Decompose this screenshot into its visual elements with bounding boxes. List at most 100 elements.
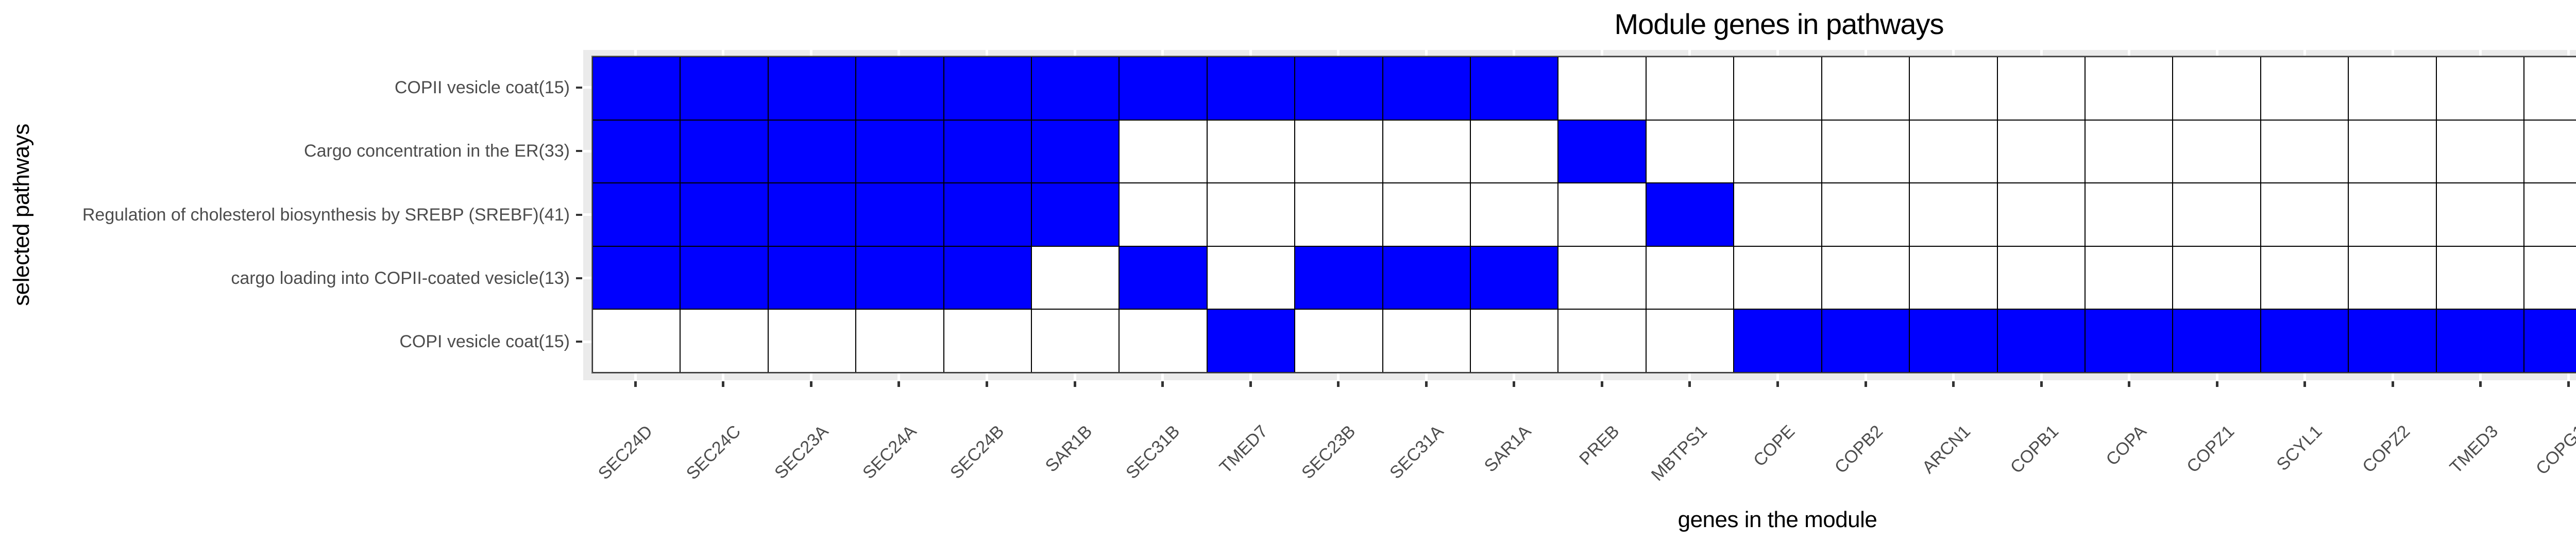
x-axis-label: SEC23A <box>771 421 833 483</box>
gridline-stub <box>1249 50 1252 56</box>
heatmap-cell <box>1031 57 1120 120</box>
heatmap-cell <box>2348 309 2436 373</box>
gridline-stub <box>1952 50 1955 56</box>
x-axis-tick <box>1161 381 1164 387</box>
heatmap-cell <box>2260 120 2349 183</box>
heatmap-cell <box>1997 183 2085 246</box>
heatmap-cell <box>1470 309 1558 373</box>
heatmap-cell <box>768 120 856 183</box>
gridline-stub <box>722 50 725 56</box>
x-axis-tick <box>2040 381 2043 387</box>
heatmap-cell <box>1295 120 1383 183</box>
heatmap-cell <box>1646 183 1734 246</box>
heatmap-cell <box>1382 120 1471 183</box>
heatmap-cell <box>856 120 944 183</box>
heatmap-cell <box>943 309 1032 373</box>
heatmap-cell <box>1909 120 1997 183</box>
x-axis-label: TMED7 <box>1215 421 1272 478</box>
gridline-stub <box>1688 50 1691 56</box>
gridline-stub <box>583 149 591 153</box>
heatmap-cell <box>1997 120 2085 183</box>
heatmap-cell <box>1207 309 1295 373</box>
heatmap-cell <box>2084 57 2173 120</box>
gridline-stub <box>634 374 637 380</box>
y-axis-tick <box>576 86 582 89</box>
y-axis-tick <box>576 341 582 343</box>
heatmap-cell <box>2348 57 2436 120</box>
heatmap-cell <box>1207 183 1295 246</box>
gridline-stub <box>2479 374 2482 380</box>
heatmap-cell <box>943 120 1032 183</box>
heatmap-cell <box>1295 309 1383 373</box>
heatmap-cell <box>1382 183 1471 246</box>
heatmap-cell <box>1119 309 1207 373</box>
x-axis-label: TMED3 <box>2446 421 2502 478</box>
heatmap-cell <box>1470 57 1558 120</box>
heatmap-cell <box>2173 183 2261 246</box>
gridline-stub <box>2391 50 2394 56</box>
gridline-stub <box>1513 50 1516 56</box>
heatmap-cell <box>1558 120 1646 183</box>
x-axis-label: SEC24D <box>594 421 657 484</box>
heatmap-cell <box>2348 120 2436 183</box>
heatmap-cell <box>1997 246 2085 310</box>
gridline-stub <box>1688 374 1691 380</box>
heatmap-cell <box>592 120 681 183</box>
heatmap-cell <box>2523 309 2576 373</box>
gridline-stub <box>634 50 637 56</box>
x-axis-tick <box>986 381 988 387</box>
x-axis-label: SEC24B <box>946 421 1008 483</box>
x-axis-label: COPE <box>1750 421 1799 471</box>
gridline-stub <box>1600 374 1603 380</box>
gridline-stub <box>1161 374 1164 380</box>
heatmap-cell <box>1295 183 1383 246</box>
gridline-stub <box>1337 374 1340 380</box>
heatmap-cell <box>1558 246 1646 310</box>
heatmap-cell <box>592 183 681 246</box>
heatmap-cell <box>2173 309 2261 373</box>
x-axis-tick <box>1513 381 1516 387</box>
x-axis-tick <box>2479 381 2482 387</box>
gridline-stub <box>1161 50 1164 56</box>
heatmap-cell <box>1031 120 1120 183</box>
heatmap-cell <box>2084 309 2173 373</box>
heatmap-cell <box>1646 120 1734 183</box>
heatmap-cell <box>1734 246 1822 310</box>
heatmap-cell <box>856 183 944 246</box>
heatmap-tiles <box>591 56 2576 374</box>
heatmap-cell <box>1821 246 1910 310</box>
x-axis-tick <box>1688 381 1691 387</box>
x-axis-label: COPB2 <box>1831 421 1887 478</box>
heatmap-cell <box>856 57 944 120</box>
heatmap-cell <box>2260 309 2349 373</box>
heatmap-cell <box>1031 246 1120 310</box>
gridline-stub <box>1073 50 1076 56</box>
x-axis-title: genes in the module <box>1677 507 1877 532</box>
heatmap-cell <box>1382 309 1471 373</box>
x-axis-tick <box>1776 381 1779 387</box>
heatmap-cell <box>2260 246 2349 310</box>
x-axis-label: SAR1B <box>1041 421 1096 476</box>
gridline-stub <box>986 50 988 56</box>
heatmap-cell <box>1207 246 1295 310</box>
x-axis-label: MBTPS1 <box>1647 421 1711 485</box>
gridline-stub <box>583 86 591 89</box>
heatmap-cell <box>1909 246 1997 310</box>
heatmap-cell <box>2523 57 2576 120</box>
gridline-stub <box>2303 50 2307 56</box>
x-axis-tick <box>1073 381 1076 387</box>
heatmap-cell <box>1558 309 1646 373</box>
gridline-stub <box>2215 374 2218 380</box>
gridline-stub <box>897 374 901 380</box>
gridline-stub <box>1864 374 1867 380</box>
heatmap-cell <box>2523 183 2576 246</box>
gridline-stub <box>2215 50 2218 56</box>
gridline-stub <box>1073 374 1076 380</box>
heatmap-cell <box>1470 120 1558 183</box>
x-axis-label: COPB1 <box>2006 421 2063 478</box>
heatmap-cell <box>856 309 944 373</box>
heatmap-cell <box>2084 183 2173 246</box>
gridline-stub <box>986 374 988 380</box>
heatmap-cell <box>1821 309 1910 373</box>
